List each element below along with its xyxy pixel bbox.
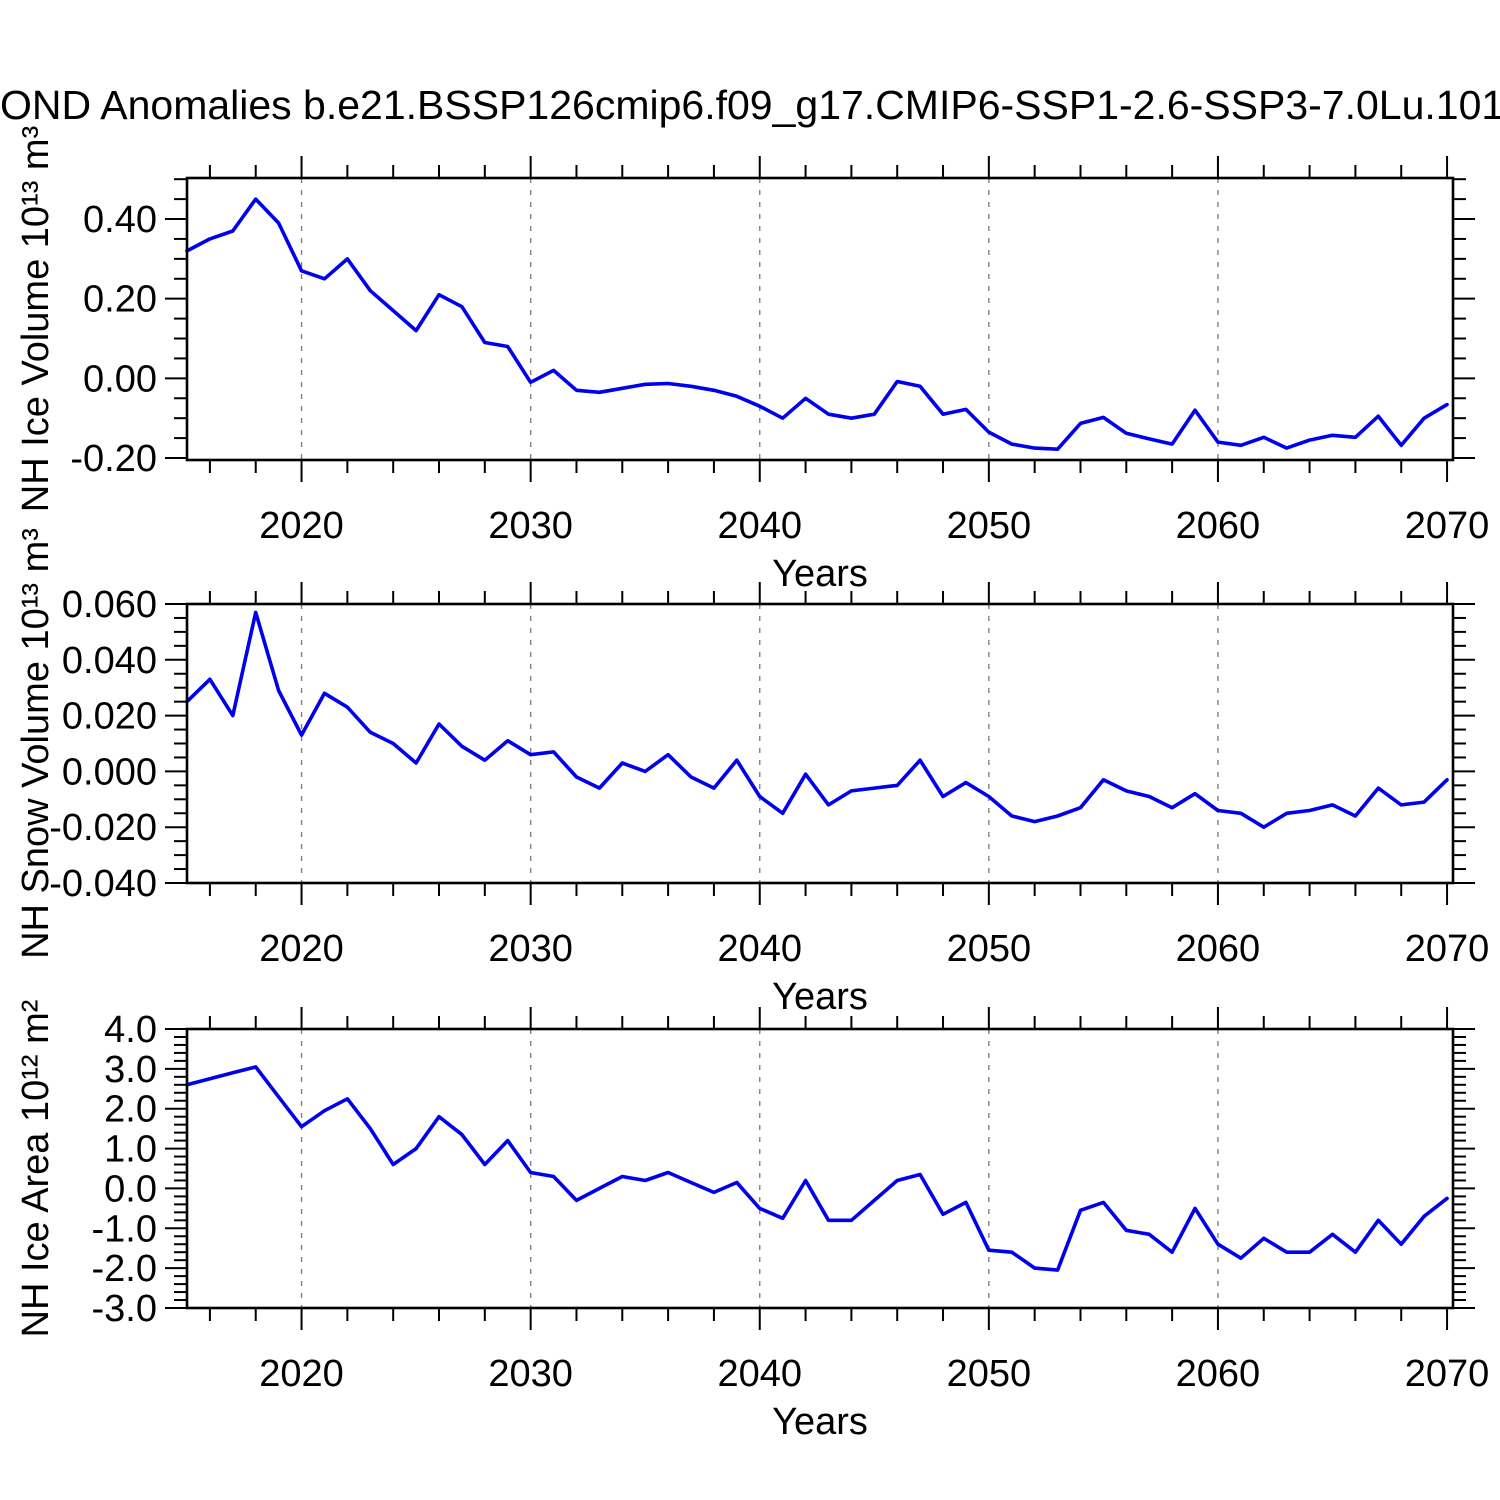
- x-tick-label: 2060: [1176, 1353, 1261, 1395]
- x-axis-label: Years: [772, 1401, 868, 1443]
- x-tick-label: 2030: [488, 928, 573, 970]
- x-tick-label: 2050: [947, 928, 1032, 970]
- y-tick-label: 3.0: [104, 1049, 157, 1091]
- y-tick-label: 4.0: [104, 1009, 157, 1051]
- data-line: [185, 1065, 1449, 1272]
- plot-frame: [185, 176, 1455, 462]
- panel-nh-ice-volume: 2020 2030 2040 2050 2060 2070 0.40 0.20 0.00 -0.2…: [15, 126, 1489, 595]
- panel-nh-snow-volume: 2020 2030 2040 2050 2060 2070 0.060 0.040 0.020 0…: [15, 528, 1489, 1018]
- y-axis-label: NH Ice Area 10¹² m²: [15, 1000, 57, 1338]
- x-tick-label: 2060: [1176, 505, 1261, 547]
- x-tick-label: 2020: [259, 928, 344, 970]
- y-tick-label: -0.20: [70, 438, 157, 480]
- x-tick-label: 2040: [717, 928, 802, 970]
- y-tick-label: 1.0: [104, 1129, 157, 1171]
- x-tick-label: 2040: [717, 505, 802, 547]
- y-tick-label: 0.00: [83, 358, 157, 400]
- y-tick-label: 0.000: [62, 751, 157, 793]
- data-line: [185, 197, 1449, 452]
- x-tick-label: 2050: [947, 505, 1032, 547]
- x-tick-label: 2050: [947, 1353, 1032, 1395]
- x-tick-label: 2070: [1405, 928, 1490, 970]
- x-axis-label: Years: [772, 553, 868, 595]
- plot-frame: [185, 602, 1455, 885]
- chart-title: OND Anomalies b.e21.BSSP126cmip6.f09_g17…: [0, 82, 1500, 128]
- x-tick-label: 2020: [259, 505, 344, 547]
- data-line: [185, 610, 1449, 830]
- y-tick-label: -0.040: [49, 863, 157, 905]
- y-tick-label: -2.0: [92, 1248, 157, 1290]
- y-tick-label: 0.040: [62, 640, 157, 682]
- panel-nh-ice-area: 2020 2030 2040 2050 2060 20704.03.02.01.00.0-…: [15, 1000, 1489, 1443]
- x-tick-label: 2040: [717, 1353, 802, 1395]
- x-axis-label: Years: [772, 976, 868, 1018]
- x-tick-label: 2030: [488, 1353, 573, 1395]
- plot-frame: [185, 1027, 1455, 1310]
- y-axis-label: NH Snow Volume 10¹³ m³: [15, 528, 57, 959]
- x-tick-label: 2030: [488, 505, 573, 547]
- y-tick-label: 0.40: [83, 199, 157, 241]
- y-tick-label: -1.0: [92, 1208, 157, 1250]
- y-tick-label: 0.20: [83, 279, 157, 321]
- y-tick-label: 0.020: [62, 696, 157, 738]
- x-tick-label: 2070: [1405, 1353, 1490, 1395]
- y-tick-label: 0.0: [104, 1168, 157, 1210]
- y-tick-label: -3.0: [92, 1288, 157, 1330]
- x-tick-label: 2060: [1176, 928, 1261, 970]
- y-tick-label: 0.060: [62, 584, 157, 626]
- y-tick-label: -0.020: [49, 807, 157, 849]
- y-axis-label: NH Ice Volume 10¹³ m³: [15, 126, 57, 512]
- x-tick-label: 2020: [259, 1353, 344, 1395]
- x-tick-label: 2070: [1405, 505, 1490, 547]
- y-tick-label: 2.0: [104, 1089, 157, 1131]
